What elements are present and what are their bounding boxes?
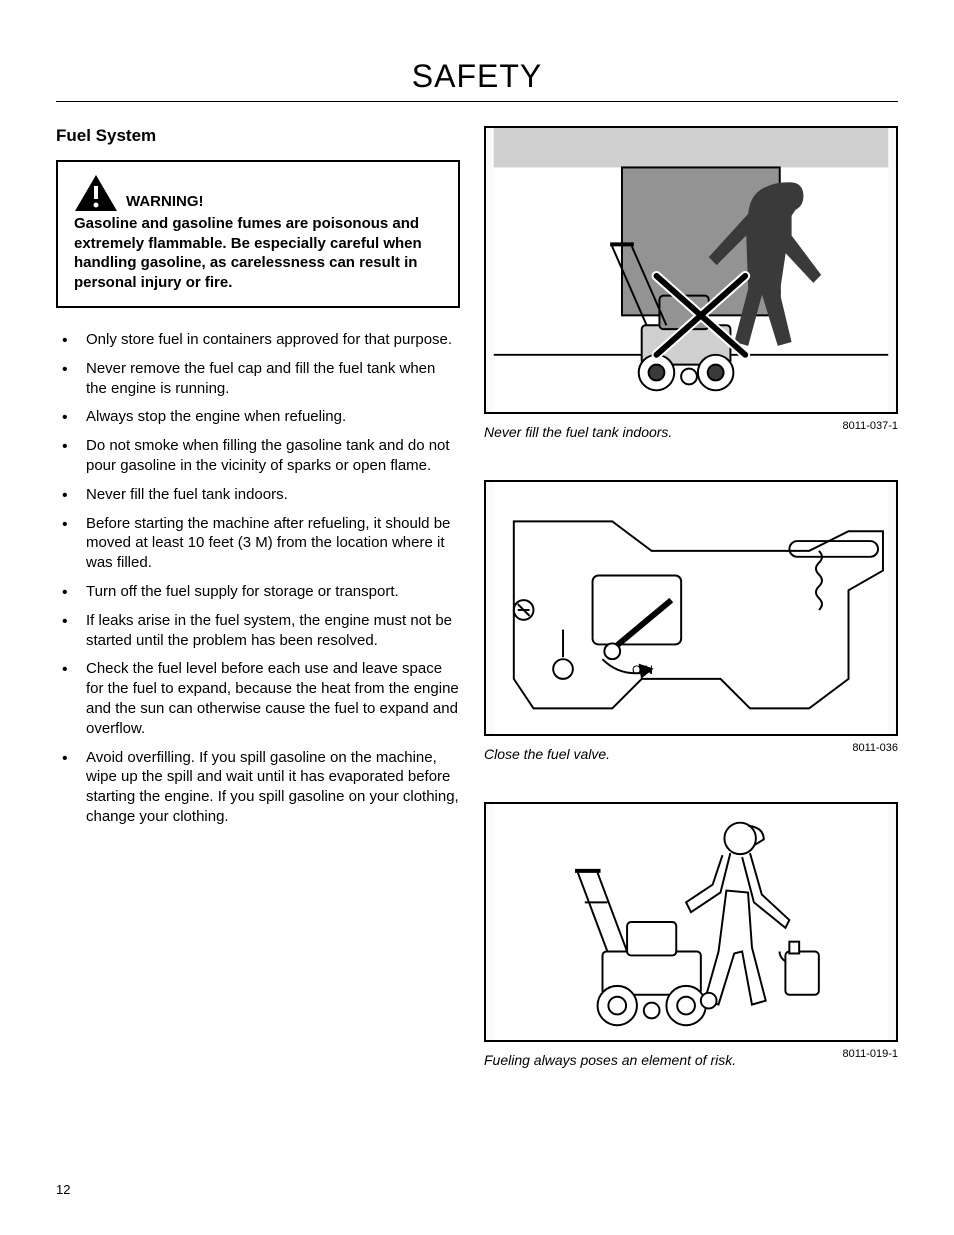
list-item: Check the fuel level before each use and… xyxy=(56,659,460,738)
list-item: Never fill the fuel tank indoors. xyxy=(56,485,460,505)
svg-text:O N: O N xyxy=(632,663,653,677)
figure-3-caption: Fueling always poses an element of risk. xyxy=(484,1052,736,1068)
figure-2-image: O N xyxy=(484,480,898,736)
list-item: Turn off the fuel supply for storage or … xyxy=(56,582,460,602)
right-column: Never fill the fuel tank indoors. 8011-0… xyxy=(484,126,898,1068)
warning-header: WARNING! xyxy=(74,174,442,212)
content-columns: Fuel System WARNING! Gasoline and gasoli… xyxy=(56,126,898,1068)
figure-3-code: 8011-019-1 xyxy=(843,1048,898,1060)
page-number: 12 xyxy=(56,1182,70,1197)
left-column: Fuel System WARNING! Gasoline and gasoli… xyxy=(56,126,460,1068)
warning-body-text: Gasoline and gasoline fumes are poisonou… xyxy=(74,214,442,292)
figure-2-caption: Close the fuel valve. xyxy=(484,746,610,762)
figure-1: Never fill the fuel tank indoors. 8011-0… xyxy=(484,126,898,440)
figure-3-image xyxy=(484,802,898,1042)
warning-triangle-icon xyxy=(74,174,118,212)
list-item: Before starting the machine after refuel… xyxy=(56,514,460,573)
figure-2: O N Close the fuel valve. 8011-036 xyxy=(484,480,898,762)
list-item: Do not smoke when filling the gasoline t… xyxy=(56,436,460,476)
warning-label: WARNING! xyxy=(126,193,204,212)
figure-1-code: 8011-037-1 xyxy=(843,420,898,432)
section-heading-fuel-system: Fuel System xyxy=(56,126,460,146)
figure-2-code: 8011-036 xyxy=(852,742,898,754)
safety-bullet-list: Only store fuel in containers approved f… xyxy=(56,330,460,827)
list-item: Never remove the fuel cap and fill the f… xyxy=(56,359,460,399)
figure-1-caption: Never fill the fuel tank indoors. xyxy=(484,424,672,440)
figure-3: Fueling always poses an element of risk.… xyxy=(484,802,898,1068)
list-item: Avoid overfilling. If you spill gasoline… xyxy=(56,748,460,827)
page-title: SAFETY xyxy=(56,58,898,101)
list-item: If leaks arise in the fuel system, the e… xyxy=(56,611,460,651)
title-rule xyxy=(56,101,898,102)
warning-box: WARNING! Gasoline and gasoline fumes are… xyxy=(56,160,460,308)
list-item: Always stop the engine when refueling. xyxy=(56,407,460,427)
list-item: Only store fuel in containers approved f… xyxy=(56,330,460,350)
figure-1-image xyxy=(484,126,898,414)
